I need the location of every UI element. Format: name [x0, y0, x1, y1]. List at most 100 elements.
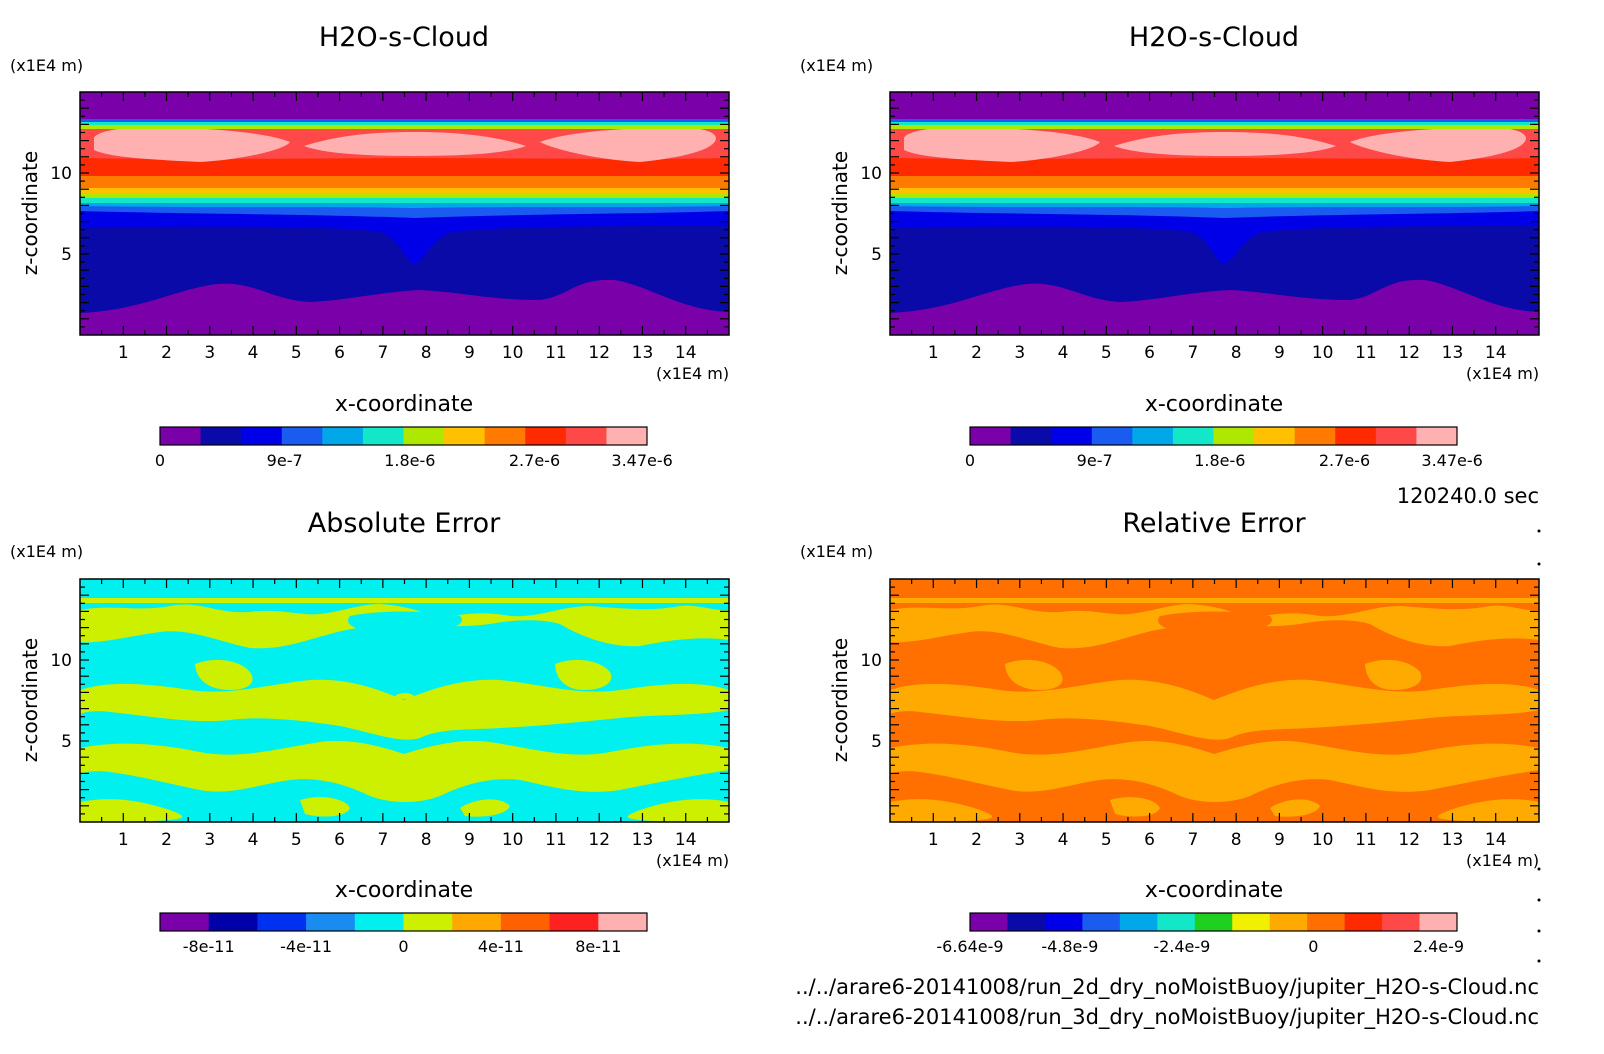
x-tick-label: 12: [588, 830, 610, 850]
x-tick-label: 14: [1485, 830, 1507, 850]
field-blob: [80, 799, 183, 822]
field-cloud-lobe-right: [540, 126, 716, 162]
field-blob: [1270, 799, 1320, 817]
y-unit-label: (x1E4 m): [800, 56, 873, 75]
colorbar-segment: [1416, 427, 1458, 445]
colorbar-segment: [606, 427, 648, 445]
y-tick-labels: 5 10: [50, 164, 72, 265]
field-band-top-green: [80, 125, 729, 129]
field-band-top-green: [890, 125, 1539, 129]
colorbar-segment: [1082, 913, 1121, 931]
x-tick-label: 6: [334, 830, 345, 850]
x-axis-label: x-coordinate: [335, 878, 473, 903]
x-tick-label: 7: [377, 830, 388, 850]
y-tick-label: 5: [871, 732, 882, 752]
x-tick-labels: 1 2 3 4 5 6 7 8 9 10 11 12 13 14: [118, 830, 697, 850]
heatmap-field: [80, 579, 729, 822]
colorbar-segment: [1157, 913, 1196, 931]
x-tick-label: 6: [1144, 343, 1155, 363]
time-label: 120240.0 sec: [1397, 484, 1539, 508]
colorbar-segment: [362, 427, 404, 445]
colorbar-segment: [403, 913, 453, 931]
colorbar: 0 9e-7 1.8e-6 2.7e-6 3.47e-6: [965, 426, 1483, 470]
x-tick-label: 4: [248, 343, 259, 363]
colorbar-label: -4e-11: [280, 937, 332, 956]
colorbar-segment: [1194, 913, 1233, 931]
field-top-strip: [80, 598, 729, 603]
x-tick-label: 3: [204, 830, 215, 850]
colorbar-label: 0: [155, 451, 165, 470]
x-tick-label: 13: [1442, 343, 1464, 363]
field-blob: [195, 659, 253, 690]
colorbar-label: -4.8e-9: [1041, 937, 1098, 956]
y-axis-label: z-coordinate: [18, 638, 42, 762]
x-tick-label: 6: [1144, 830, 1155, 850]
field-blob-cyan-hole: [348, 611, 462, 634]
x-tick-label: 1: [928, 830, 939, 850]
colorbar-segment: [1044, 913, 1083, 931]
x-tick-label: 3: [204, 343, 215, 363]
x-tick-label: 5: [1101, 343, 1112, 363]
colorbar-label: 0: [398, 937, 408, 956]
field-blob: [460, 799, 510, 817]
x-tick-labels: 1 2 3 4 5 6 7 8 9 10 11 12 13 14: [928, 830, 1507, 850]
x-tick-labels: 1 2 3 4 5 6 7 8 9 10 11 12 13 14: [928, 343, 1507, 363]
x-tick-label: 7: [1187, 830, 1198, 850]
x-tick-label: 11: [545, 830, 567, 850]
colorbar-segment: [1119, 913, 1158, 931]
x-tick-label: 8: [1231, 830, 1242, 850]
colorbar-label: -8e-11: [183, 937, 235, 956]
field-band-top-blue: [80, 119, 729, 122]
y-tick-label: 10: [860, 164, 882, 184]
field-blob: [1005, 659, 1063, 690]
colorbar: -6.64e-9 -4.8e-9 -2.4e-9 0 2.4e-9: [936, 912, 1464, 956]
field-blob: [555, 659, 612, 690]
y-axis-label: z-coordinate: [828, 151, 852, 275]
colorbar-label: 9e-7: [1077, 451, 1113, 470]
x-axis-label: x-coordinate: [335, 392, 473, 417]
y-axis-label: z-coordinate: [828, 638, 852, 762]
colorbar-segment: [208, 913, 258, 931]
field-band-top-blue: [890, 119, 1539, 122]
field-cloud-lobe-right: [1350, 126, 1526, 162]
x-tick-labels: 1 2 3 4 5 6 7 8 9 10 11 12 13 14: [118, 343, 697, 363]
colorbar-segment: [1007, 913, 1046, 931]
y-unit-label: (x1E4 m): [10, 542, 83, 561]
colorbar-segment: [200, 427, 242, 445]
field-blob: [890, 799, 993, 822]
colorbar-segment: [1382, 913, 1421, 931]
colorbar-segment: [525, 427, 567, 445]
colorbar-label: 2.4e-9: [1413, 937, 1464, 956]
colorbar-segment: [306, 913, 356, 931]
colorbar-segment: [484, 427, 526, 445]
field-blob: [80, 740, 729, 802]
x-axis-label: x-coordinate: [1145, 878, 1283, 903]
colorbar-label: 1.8e-6: [384, 451, 435, 470]
x-tick-label: 2: [971, 343, 982, 363]
x-tick-label: 4: [248, 830, 259, 850]
source-file-3d: ../../arare6-20141008/run_3d_dry_noMoist…: [795, 1005, 1539, 1030]
colorbar: 0 9e-7 1.8e-6 2.7e-6 3.47e-6: [155, 426, 673, 470]
colorbar-segment: [160, 427, 202, 445]
colorbar-label: 3.47e-6: [1421, 451, 1482, 470]
field-blob: [890, 604, 1539, 649]
colorbar-segment: [1051, 427, 1093, 445]
panel-bottom-right: Relative Error (x1E4 m) 1 2 3 4 5 6 7 8 9 10 11 12 1…: [800, 508, 1540, 956]
colorbar-label: 9e-7: [267, 451, 303, 470]
x-tick-label: 4: [1058, 343, 1069, 363]
colorbar-segment: [1294, 427, 1336, 445]
colorbar-segment: [1344, 913, 1383, 931]
x-tick-label: 10: [1312, 830, 1334, 850]
colorbar-segment: [1335, 427, 1377, 445]
x-tick-label: 8: [421, 343, 432, 363]
colorbar: -8e-11 -4e-11 0 4e-11 8e-11: [159, 912, 648, 956]
y-tick-label: 5: [871, 245, 882, 265]
field-blob: [890, 740, 1539, 802]
colorbar-segment: [241, 427, 283, 445]
x-tick-label: 7: [377, 343, 388, 363]
source-file-2d: ../../arare6-20141008/run_2d_dry_noMoist…: [795, 975, 1539, 1000]
field-band-top-teal: [80, 122, 729, 125]
x-tick-label: 2: [161, 343, 172, 363]
colorbar-label: 2.7e-6: [509, 451, 560, 470]
colorbar-segment: [970, 427, 1012, 445]
